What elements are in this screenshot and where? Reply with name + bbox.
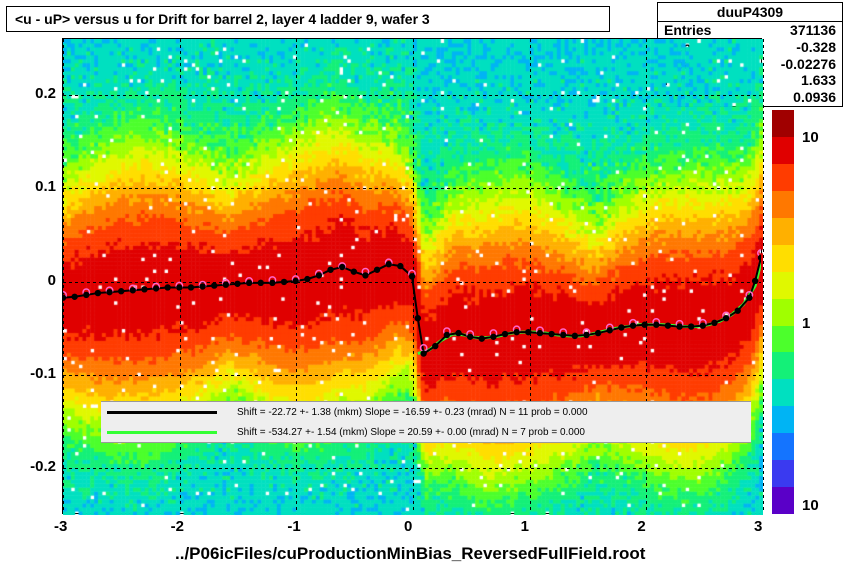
legend-row: Shift = -534.27 +- 1.54 (mkm) Slope = 20… <box>101 427 751 438</box>
colorbar-segment <box>772 487 794 514</box>
colorbar-segment <box>772 299 794 326</box>
y-tick-label: 0.2 <box>35 85 56 102</box>
gridline-h <box>63 188 761 189</box>
legend-text: Shift = -534.27 +- 1.54 (mkm) Slope = 20… <box>237 427 585 438</box>
x-tick-label: 3 <box>754 518 762 535</box>
legend-text: Shift = -22.72 +- 1.38 (mkm) Slope = -16… <box>237 407 588 418</box>
gridline-v <box>63 39 64 513</box>
colorbar-segment <box>772 218 794 245</box>
colorbar-segment <box>772 245 794 272</box>
legend-swatch <box>107 431 217 434</box>
colorbar-tick: 10 <box>802 497 819 514</box>
y-tick-label: 0 <box>48 272 56 289</box>
gridline-h <box>63 95 761 96</box>
colorbar-segment <box>772 164 794 191</box>
gridline-h <box>63 468 761 469</box>
colorbar-tick: 1 <box>802 315 810 332</box>
colorbar-segment <box>772 272 794 299</box>
plot-title: <u - uP> versus u for Drift for barrel 2… <box>6 6 610 32</box>
plot-title-text: <u - uP> versus u for Drift for barrel 2… <box>15 11 430 27</box>
colorbar-tick: 10 <box>802 129 819 146</box>
y-tick-label: 0.1 <box>35 178 56 195</box>
colorbar-segment <box>772 460 794 487</box>
colorbar-segment <box>772 379 794 406</box>
colorbar-segment <box>772 110 794 137</box>
x-tick-label: 0 <box>404 518 412 535</box>
source-path: ../P06icFiles/cuProductionMinBias_Revers… <box>175 544 645 564</box>
gridline-h <box>63 375 761 376</box>
gridline-h <box>63 282 761 283</box>
y-tick-label: -0.1 <box>30 365 56 382</box>
legend-swatch <box>107 411 217 414</box>
colorbar-segment <box>772 352 794 379</box>
y-tick-label: -0.2 <box>30 458 56 475</box>
colorbar-segment <box>772 326 794 353</box>
stats-row: Entries371136 <box>658 22 842 39</box>
plot-area: Shift = -22.72 +- 1.38 (mkm) Slope = -16… <box>62 38 762 514</box>
x-tick-label: -1 <box>287 518 300 535</box>
x-tick-label: -2 <box>171 518 184 535</box>
colorbar <box>772 110 794 514</box>
gridline-v <box>763 39 764 513</box>
fit-legend: Shift = -22.72 +- 1.38 (mkm) Slope = -16… <box>101 401 751 443</box>
colorbar-segment <box>772 137 794 164</box>
stats-name: duuP4309 <box>658 3 842 22</box>
colorbar-segment <box>772 406 794 433</box>
legend-row: Shift = -22.72 +- 1.38 (mkm) Slope = -16… <box>101 407 751 418</box>
colorbar-segment <box>772 191 794 218</box>
x-tick-label: -3 <box>54 518 67 535</box>
x-tick-label: 2 <box>637 518 645 535</box>
colorbar-segment <box>772 433 794 460</box>
x-tick-label: 1 <box>521 518 529 535</box>
